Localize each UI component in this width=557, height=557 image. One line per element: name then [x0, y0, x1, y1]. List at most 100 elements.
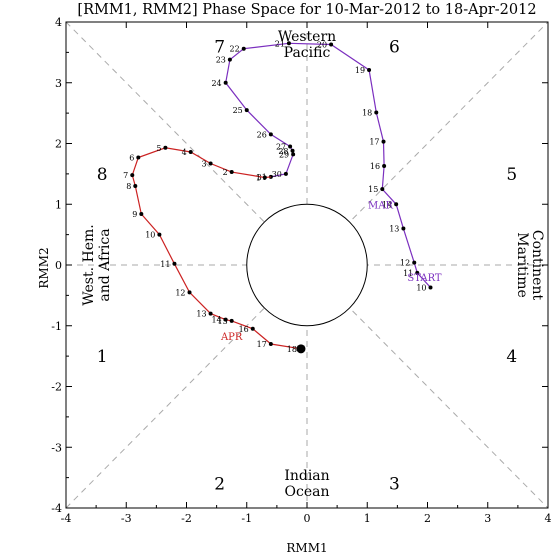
- y-tick-label: -4: [51, 502, 62, 515]
- data-point: [415, 270, 420, 275]
- data-point: [268, 341, 273, 346]
- data-point: [250, 326, 255, 331]
- region-label-left: West. Hem.: [81, 224, 97, 305]
- data-point: [136, 155, 141, 160]
- start-label: START: [407, 273, 442, 284]
- data-point: [139, 211, 144, 216]
- data-point: [241, 46, 246, 51]
- region-label-right: Maritime: [514, 232, 530, 298]
- x-tick-label: -4: [61, 512, 72, 525]
- region-label-top: Western: [278, 29, 336, 45]
- data-point: [157, 232, 162, 237]
- day-label: 28: [278, 147, 288, 156]
- day-label: 20: [317, 40, 327, 49]
- unit-circle: [246, 203, 368, 327]
- day-label: 23: [216, 56, 226, 65]
- data-point: [187, 290, 192, 295]
- day-label: 6: [129, 153, 134, 162]
- series-line: [225, 42, 431, 288]
- y-tick-label: 4: [55, 16, 62, 29]
- month-label: MAR: [368, 200, 393, 211]
- data-point: [290, 148, 295, 153]
- region-label-left: and Africa: [97, 228, 113, 301]
- data-point: [227, 57, 232, 62]
- data-point: [412, 260, 417, 265]
- phase-number-label: 5: [506, 165, 517, 185]
- chart-title: [RMM1, RMM2] Phase Space for 10-Mar-2012…: [77, 2, 536, 18]
- x-tick-label: -2: [181, 512, 192, 525]
- y-tick-label: 1: [55, 198, 62, 211]
- day-label: 16: [239, 325, 249, 334]
- day-label: 29: [279, 150, 289, 159]
- day-label: 9: [132, 210, 137, 219]
- day-label: 22: [230, 45, 240, 54]
- data-point: [229, 170, 234, 175]
- x-tick-label: 2: [424, 512, 431, 525]
- day-label: 30: [272, 170, 282, 179]
- data-point: [262, 175, 267, 180]
- data-point: [208, 311, 213, 316]
- y-tick-label: -2: [51, 381, 62, 394]
- day-label: 17: [257, 340, 267, 349]
- data-point: [381, 139, 386, 144]
- day-label: 4: [182, 148, 187, 157]
- phase-number-label: 6: [389, 37, 400, 57]
- day-label: 13: [196, 310, 206, 319]
- data-point: [130, 173, 135, 178]
- x-tick-label: 3: [484, 512, 491, 525]
- day-label: 18: [287, 345, 297, 354]
- x-tick-label: -1: [241, 512, 252, 525]
- data-point: [208, 161, 213, 166]
- phase-number-label: 7: [214, 37, 225, 57]
- day-label: 7: [123, 171, 128, 180]
- y-tick-label: 0: [55, 259, 62, 272]
- data-point: [133, 184, 138, 189]
- day-label: 13: [389, 225, 399, 234]
- day-label: 11: [403, 269, 413, 278]
- day-label: 11: [160, 260, 170, 269]
- data-point: [291, 152, 296, 157]
- data-point: [229, 318, 234, 323]
- day-label: 19: [355, 66, 365, 75]
- phase-number-label: 4: [506, 347, 517, 367]
- region-label-bottom: Ocean: [285, 484, 330, 500]
- region-label-bottom: Indian: [284, 468, 329, 484]
- y-tick-label: -3: [51, 441, 62, 454]
- data-point: [172, 261, 177, 266]
- month-label: APR: [220, 332, 243, 343]
- data-point: [329, 42, 334, 47]
- region-label-right: Continent: [529, 230, 545, 301]
- x-tick-label: 0: [304, 512, 311, 525]
- data-point: [283, 171, 288, 176]
- data-point: [296, 344, 306, 354]
- day-label: 2: [223, 168, 228, 177]
- data-point: [223, 317, 228, 322]
- y-tick-label: 2: [55, 138, 62, 151]
- day-label: 27: [276, 143, 286, 152]
- phase-number-label: 2: [214, 475, 225, 495]
- day-label: 25: [233, 106, 243, 115]
- data-point: [374, 110, 379, 115]
- series-line: [131, 147, 302, 350]
- data-point: [188, 150, 193, 155]
- phase-number-label: 8: [97, 165, 108, 185]
- y-tick-label: -1: [51, 320, 62, 333]
- day-label: 14: [382, 200, 392, 209]
- x-tick-label: 4: [545, 512, 552, 525]
- x-tick-label: -3: [121, 512, 132, 525]
- y-tick-label: 3: [55, 77, 62, 90]
- data-point: [223, 80, 228, 85]
- day-label: 8: [126, 182, 131, 191]
- day-label: 12: [400, 259, 410, 268]
- day-label: 1: [256, 174, 261, 183]
- data-point: [394, 202, 399, 207]
- data-point: [244, 108, 249, 113]
- day-label: 15: [218, 317, 228, 326]
- day-label: 15: [368, 185, 378, 194]
- y-axis-label: RMM2: [37, 247, 51, 288]
- data-point: [367, 67, 372, 72]
- day-label: 26: [257, 130, 267, 139]
